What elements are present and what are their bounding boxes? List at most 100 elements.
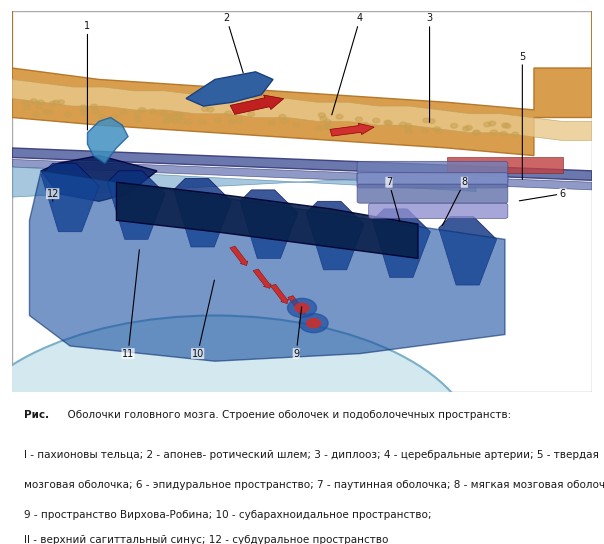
Circle shape (484, 122, 491, 127)
Circle shape (49, 101, 56, 106)
FancyBboxPatch shape (357, 173, 508, 188)
Circle shape (502, 123, 509, 128)
Circle shape (323, 125, 330, 129)
Circle shape (43, 109, 50, 114)
Circle shape (30, 99, 37, 103)
Circle shape (149, 109, 156, 114)
Polygon shape (12, 11, 592, 156)
Circle shape (299, 313, 328, 333)
Circle shape (463, 126, 469, 131)
Circle shape (172, 112, 179, 117)
Polygon shape (41, 156, 157, 201)
Circle shape (355, 117, 362, 122)
Circle shape (172, 119, 179, 123)
FancyArrow shape (230, 246, 248, 265)
Circle shape (92, 109, 100, 114)
Text: 2: 2 (223, 14, 243, 73)
Text: 6: 6 (519, 189, 566, 201)
Circle shape (490, 130, 497, 134)
Text: Оболочки головного мозга. Строение оболочек и подоболочечных пространств:: Оболочки головного мозга. Строение оболо… (62, 410, 512, 420)
Circle shape (46, 110, 53, 115)
Text: I - пахионовы тельца; 2 - апонев- ротический шлем; 3 - диплооз; 4 - церебральные: I - пахионовы тельца; 2 - апонев- ротиче… (24, 449, 599, 460)
FancyArrow shape (271, 284, 289, 304)
Circle shape (134, 112, 141, 116)
Polygon shape (173, 178, 231, 247)
Circle shape (295, 304, 309, 312)
Circle shape (179, 119, 186, 123)
Circle shape (504, 123, 510, 128)
Circle shape (384, 120, 391, 125)
Circle shape (288, 298, 316, 318)
Circle shape (512, 132, 519, 137)
Circle shape (428, 119, 435, 123)
Circle shape (33, 112, 40, 117)
Text: 4: 4 (332, 14, 363, 115)
Circle shape (111, 115, 118, 119)
Circle shape (405, 128, 413, 133)
Circle shape (199, 120, 206, 124)
Text: 7: 7 (386, 177, 400, 221)
Circle shape (248, 112, 254, 116)
Text: 5: 5 (519, 52, 525, 180)
FancyArrow shape (230, 95, 284, 114)
Circle shape (81, 108, 88, 113)
Circle shape (405, 130, 412, 134)
Text: 8: 8 (442, 177, 467, 225)
Circle shape (98, 114, 105, 119)
Text: II - верхний сагиттальный синус; 12 - субдуральное пространство: II - верхний сагиттальный синус; 12 - су… (24, 535, 388, 544)
Circle shape (320, 116, 327, 121)
Circle shape (176, 113, 182, 117)
Circle shape (139, 108, 146, 112)
Circle shape (37, 100, 44, 105)
Polygon shape (12, 148, 592, 181)
Circle shape (405, 123, 411, 128)
Text: 3: 3 (426, 14, 432, 122)
Text: 11: 11 (122, 250, 140, 358)
Circle shape (421, 129, 428, 133)
Circle shape (434, 127, 440, 131)
Circle shape (165, 118, 172, 122)
Circle shape (473, 131, 480, 135)
Text: 12: 12 (47, 189, 59, 201)
Circle shape (228, 120, 236, 124)
Polygon shape (30, 171, 505, 361)
Polygon shape (12, 167, 476, 197)
Circle shape (489, 121, 496, 126)
Circle shape (465, 126, 472, 130)
Circle shape (214, 118, 221, 122)
FancyArrow shape (288, 295, 306, 315)
Circle shape (225, 111, 232, 116)
FancyArrow shape (330, 123, 374, 136)
Circle shape (293, 123, 300, 127)
FancyBboxPatch shape (357, 161, 508, 184)
Circle shape (53, 100, 60, 105)
Polygon shape (373, 209, 431, 277)
Ellipse shape (0, 316, 476, 544)
FancyBboxPatch shape (12, 11, 592, 392)
Circle shape (207, 107, 214, 112)
Circle shape (57, 100, 65, 104)
Polygon shape (12, 79, 592, 140)
Circle shape (175, 115, 182, 120)
Circle shape (435, 129, 442, 134)
Circle shape (336, 114, 343, 119)
Circle shape (281, 119, 288, 123)
Circle shape (166, 114, 173, 119)
Text: 9: 9 (293, 307, 301, 358)
Circle shape (373, 119, 380, 123)
Circle shape (185, 120, 192, 125)
Text: 1: 1 (85, 21, 91, 130)
Circle shape (120, 110, 127, 115)
Text: 9 - пространство Вирхова-Робина; 10 - субарахноидальное пространство;: 9 - пространство Вирхова-Робина; 10 - су… (24, 510, 431, 521)
Polygon shape (117, 182, 418, 258)
Circle shape (91, 104, 97, 109)
Circle shape (400, 122, 406, 127)
Circle shape (316, 126, 323, 131)
Text: Рис.: Рис. (24, 410, 49, 420)
Circle shape (23, 101, 30, 106)
Bar (447, 158, 563, 173)
Circle shape (500, 132, 507, 136)
Circle shape (202, 107, 208, 112)
Circle shape (451, 123, 458, 128)
Circle shape (80, 111, 87, 115)
